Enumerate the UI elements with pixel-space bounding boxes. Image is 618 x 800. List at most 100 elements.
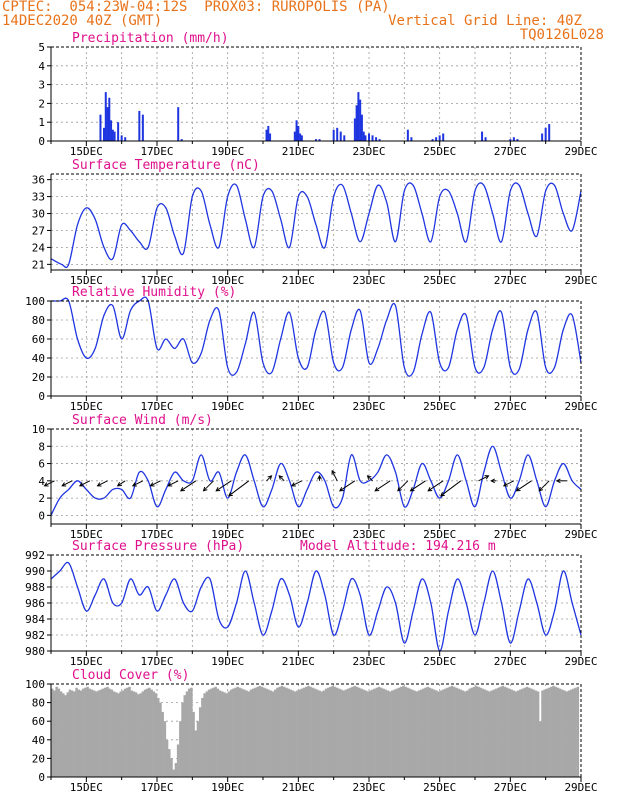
temp-ytick-label: 36 <box>32 174 45 187</box>
cloud-bar <box>463 691 467 777</box>
cloud-bar <box>106 686 109 777</box>
cloud-bar <box>225 693 228 777</box>
cloud-bar <box>503 686 507 777</box>
cloud-bar <box>543 689 546 777</box>
cloud-bar <box>563 690 566 777</box>
cloud-bar <box>101 688 105 777</box>
cloud-title: Cloud Cover (%) <box>72 668 189 683</box>
cloud-bar <box>369 690 372 777</box>
cloud-bar <box>161 711 164 777</box>
cloud-bar <box>424 687 427 777</box>
press-xtick-label: 29DEC <box>564 655 597 668</box>
precip-bar <box>509 139 512 141</box>
cloud-xtick-label: 23DEC <box>352 781 385 794</box>
precip-bar <box>332 129 335 141</box>
cloud-bar <box>68 689 72 777</box>
cloud-bar <box>214 686 217 777</box>
wind-vector <box>291 480 303 487</box>
wind-ytick-label: 10 <box>32 423 45 436</box>
cloud-bar <box>221 691 224 777</box>
cloud-bar <box>276 687 279 777</box>
cloud-ytick-label: 20 <box>32 752 45 765</box>
cloud-bar <box>130 690 134 777</box>
wind-arrowhead <box>179 487 185 492</box>
wind-arrowhead <box>96 482 102 487</box>
cloud-bar <box>104 687 107 777</box>
wind-vector <box>503 480 515 487</box>
cloud-bar <box>501 685 505 777</box>
wind-arrowhead <box>215 487 221 492</box>
cloud-bar <box>232 688 235 777</box>
precip-xtick-label: 27DEC <box>494 145 527 158</box>
cloud-bar <box>256 686 259 777</box>
header-model-id: TQ0126L028 <box>519 27 604 43</box>
cloud-bar <box>419 689 423 777</box>
cloud-bar <box>84 687 87 777</box>
rh-xtick-label: 17DEC <box>140 400 173 413</box>
wind-xtick-label: 17DEC <box>140 528 173 541</box>
cloud-bar <box>81 688 85 777</box>
press-ytick-label: 990 <box>25 565 45 578</box>
wind-arrowhead <box>490 478 495 484</box>
temp-xtick-label: 29DEC <box>564 274 597 287</box>
cloud-bar <box>66 692 69 777</box>
cloud-bar <box>397 687 401 777</box>
cloud-bar <box>172 769 175 777</box>
rh-xtick-label: 19DEC <box>211 400 244 413</box>
cloud-bar <box>139 693 142 777</box>
precip-bar <box>99 114 102 141</box>
press-series-line <box>50 561 582 652</box>
cloud-bar <box>477 686 480 777</box>
cloud-bar <box>468 688 471 777</box>
cloud-bar <box>433 689 436 777</box>
wind-vector <box>374 480 391 492</box>
precip-bar <box>300 135 303 141</box>
cloud-bar <box>488 691 491 777</box>
rh-xtick-label: 21DEC <box>282 400 315 413</box>
cloud-xtick-label: 25DEC <box>423 781 456 794</box>
cloud-bar <box>203 693 206 777</box>
wind-vector <box>132 480 144 487</box>
cloud-bar <box>490 690 493 777</box>
cloud-bar <box>145 688 149 777</box>
cloud-bar <box>298 689 301 777</box>
cloud-bar <box>437 691 440 777</box>
cloud-bar <box>399 686 403 777</box>
press-ytick-label: 986 <box>25 597 45 610</box>
cloud-bar <box>572 688 575 777</box>
cloud-bar <box>300 688 304 777</box>
cloud-bar <box>157 697 160 777</box>
cloud-bar <box>141 691 145 777</box>
cloud-bar <box>466 690 469 777</box>
cloud-bar <box>510 689 513 777</box>
cloud-bar <box>499 686 502 777</box>
cloud-bar <box>470 687 474 777</box>
precip-xtick-label: 15DEC <box>70 145 103 158</box>
cloud-bar <box>556 687 560 777</box>
cloud-bar <box>70 690 74 777</box>
precip-bar <box>438 135 441 141</box>
cloud-bar <box>132 691 136 777</box>
precip-bar <box>362 131 365 141</box>
cloud-bar <box>569 689 573 777</box>
cloud-bar <box>53 690 56 777</box>
rh-xtick-label: 25DEC <box>423 400 456 413</box>
cloud-bar <box>525 686 529 777</box>
press-xtick-label: 17DEC <box>140 655 173 668</box>
cloud-bar <box>554 686 558 777</box>
wind-arrowhead <box>331 469 336 475</box>
cloud-bar <box>446 687 449 777</box>
wind-arrowhead <box>167 482 173 487</box>
cloud-bar <box>316 689 319 777</box>
wind-xtick-label: 23DEC <box>352 528 385 541</box>
precip-bar <box>541 133 544 141</box>
temp-title: Surface Temperature (nC) <box>72 158 260 173</box>
cloud-bar <box>441 689 445 777</box>
wind-arrowhead <box>116 482 122 487</box>
cloud-bar <box>296 690 299 777</box>
wind-arrowhead <box>61 482 67 487</box>
cloud-bar <box>210 688 213 777</box>
cloud-bar <box>88 688 92 777</box>
cloud-bar <box>530 688 533 777</box>
cloud-bar <box>512 690 516 777</box>
